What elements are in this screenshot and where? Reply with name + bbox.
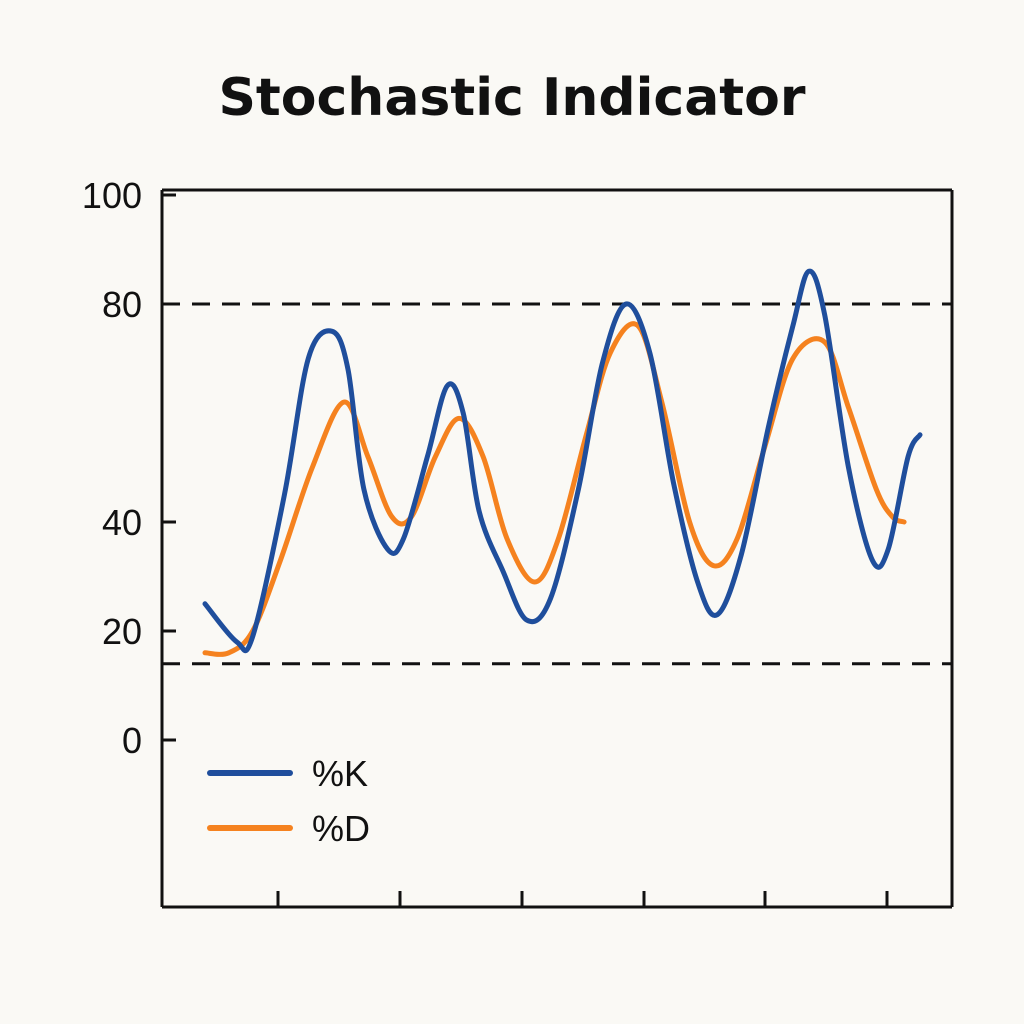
y-tick-label-20: 20 [102, 611, 142, 652]
series-line-pct-k [202, 268, 923, 653]
legend-label-pct-d: %D [312, 808, 370, 849]
chart-title: Stochastic Indicator [218, 68, 806, 128]
y-tick-label-40: 40 [102, 502, 142, 543]
y-tick-label-80: 80 [102, 284, 142, 325]
y-tick-label-0: 0 [122, 720, 142, 761]
series-line-pct-d [202, 321, 907, 657]
legend-label-pct-k: %K [312, 753, 368, 794]
y-tick-label-100: 100 [82, 175, 142, 216]
